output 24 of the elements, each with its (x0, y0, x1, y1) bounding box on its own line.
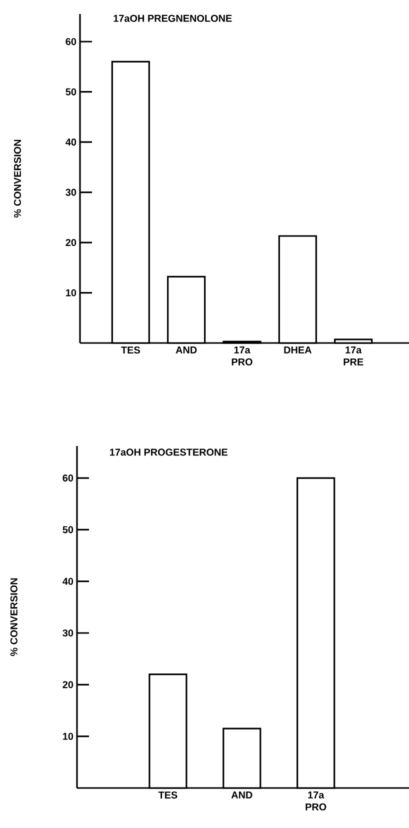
y-tick-label: 20 (66, 239, 76, 246)
y-tick-label: 30 (66, 188, 76, 196)
y-tick-label: 50 (62, 526, 74, 534)
y-axis-title: % CONVERSION (14, 140, 22, 218)
y-tick-label: 50 (66, 88, 76, 96)
y-tick-label: 60 (66, 38, 76, 46)
x-tick-label: 17a PRO (232, 346, 252, 366)
x-tick-label: AND (176, 346, 197, 354)
y-tick-label: 20 (62, 681, 74, 688)
y-tick-label: 40 (62, 578, 74, 585)
x-tick-label: TES (158, 792, 178, 799)
x-tick-label: 17a PRE (344, 346, 364, 366)
x-tick-label: TES (121, 346, 140, 354)
y-axis-title: % CONVERSION (10, 578, 18, 656)
x-tick-label: AND (231, 792, 252, 798)
x-tick-label: DHEA (284, 346, 312, 354)
y-tick-label: 10 (63, 732, 74, 740)
chart-title: 17aOH PROGESTERONE (110, 448, 228, 456)
y-tick-label: 60 (62, 474, 74, 482)
y-tick-label: 30 (62, 629, 74, 637)
chart-title: 17aOH PREGNENOLONE (114, 14, 232, 22)
x-tick-label: 17a PRO (306, 792, 326, 810)
y-tick-label: 40 (66, 138, 76, 146)
y-tick-label: 10 (66, 289, 76, 296)
